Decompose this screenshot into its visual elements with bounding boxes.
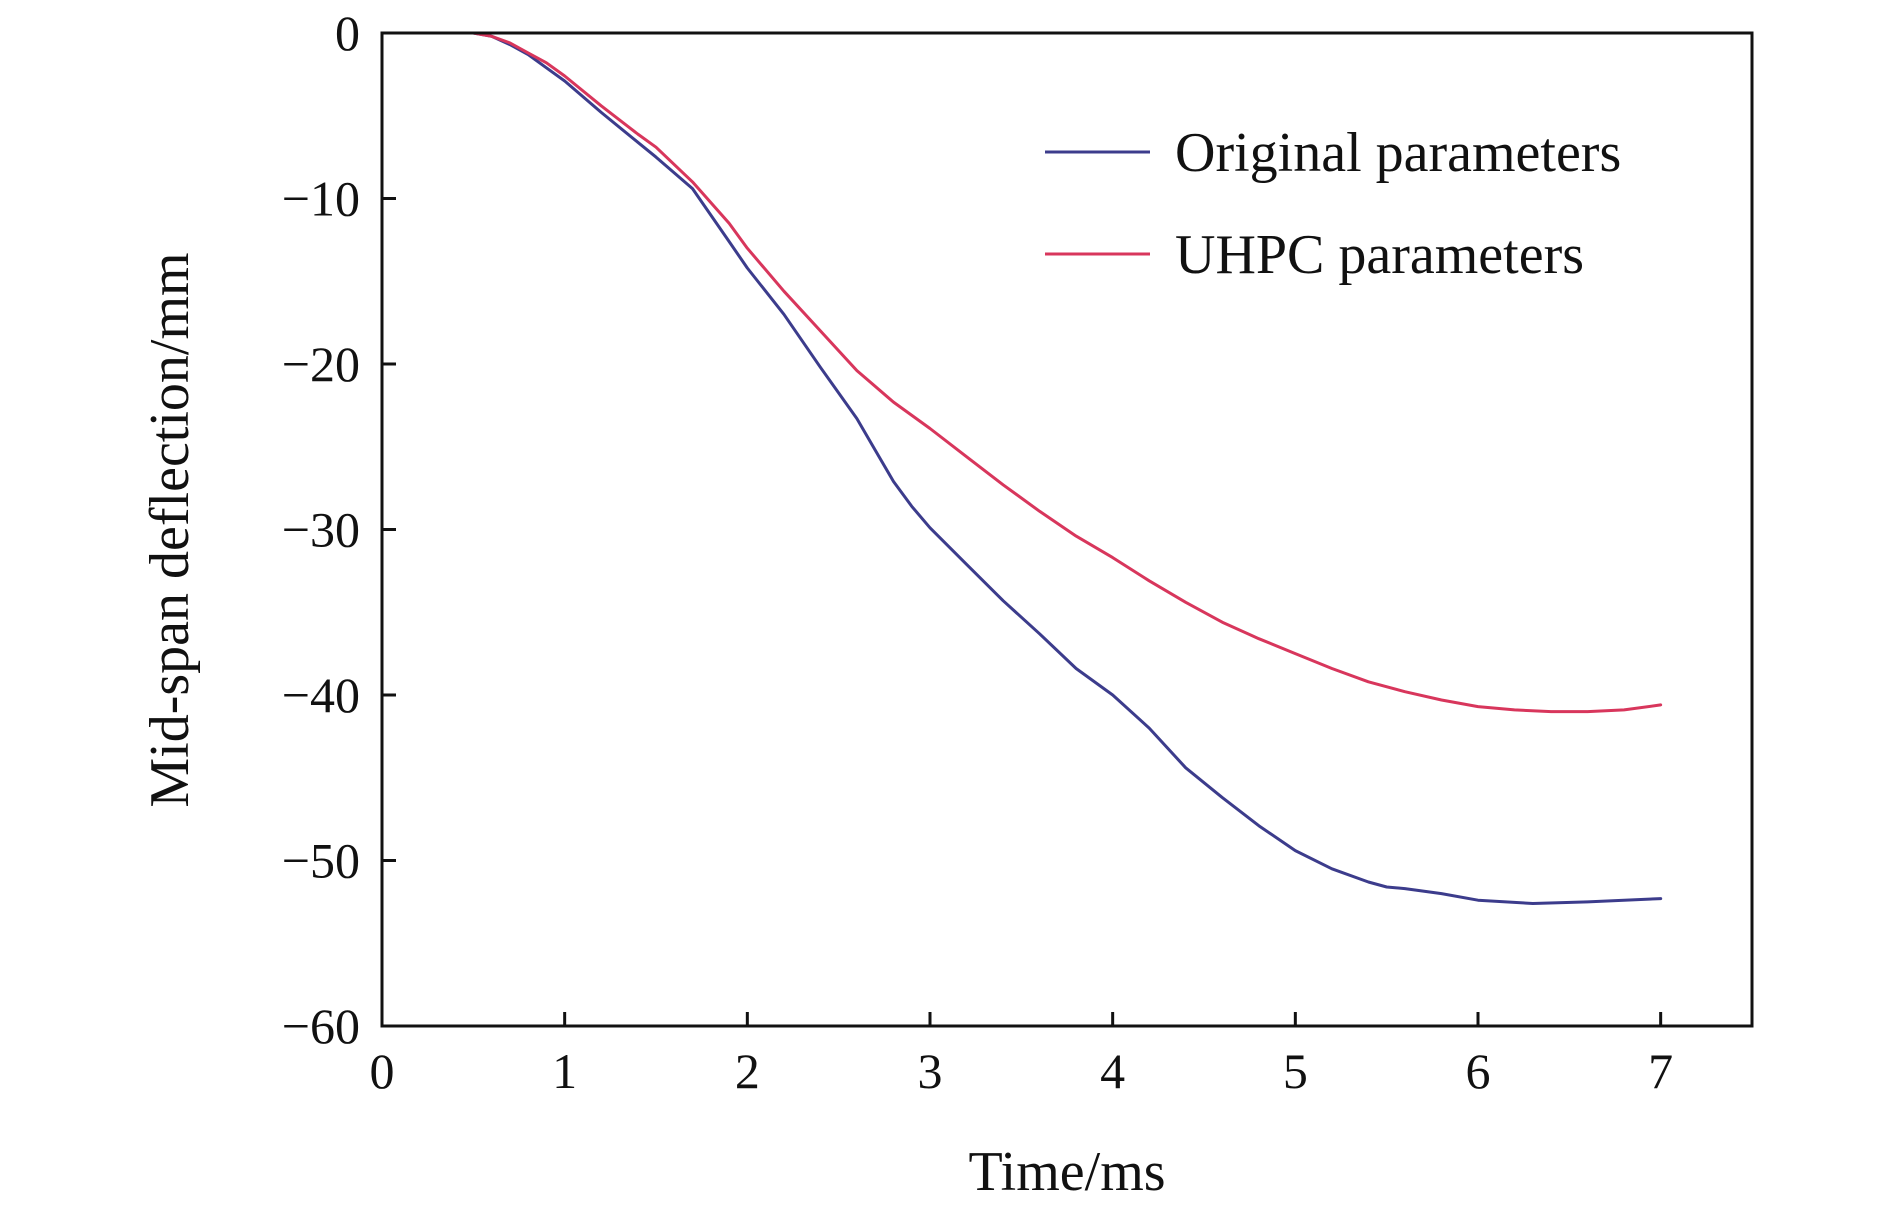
y-tick-label: −40 bbox=[282, 667, 360, 723]
x-tick-label: 5 bbox=[1283, 1043, 1308, 1099]
x-axis-title: Time/ms bbox=[968, 1141, 1165, 1203]
y-tick-label: −10 bbox=[282, 171, 360, 227]
ticks-layer: 0 1 2 3 4 5 6 7 0 −10 −20 −30 −40 −50 −60 bbox=[282, 5, 1673, 1099]
x-tick-label: 7 bbox=[1648, 1043, 1673, 1099]
y-tick-label: 0 bbox=[335, 5, 360, 61]
series-line-1 bbox=[380, 31, 1663, 905]
series-layer bbox=[380, 31, 1663, 905]
x-tick-label: 1 bbox=[552, 1043, 577, 1099]
x-tick-label: 4 bbox=[1100, 1043, 1125, 1099]
y-tick-label: −20 bbox=[282, 336, 360, 392]
x-tick-label: 6 bbox=[1466, 1043, 1491, 1099]
series-line-2 bbox=[380, 31, 1663, 714]
legend-label-2: UHPC parameters bbox=[1175, 224, 1584, 286]
y-tick-label: −30 bbox=[282, 502, 360, 558]
y-tick-label: −50 bbox=[282, 833, 360, 889]
legend-label-1: Original parameters bbox=[1175, 122, 1621, 184]
legend: Original parameters UHPC parameters bbox=[1045, 122, 1621, 286]
y-axis-title: Mid-span deflection/mm bbox=[139, 252, 201, 807]
x-tick-label: 2 bbox=[735, 1043, 760, 1099]
y-tick-label: −60 bbox=[282, 998, 360, 1054]
x-tick-label: 3 bbox=[918, 1043, 943, 1099]
x-tick-label: 0 bbox=[370, 1043, 395, 1099]
